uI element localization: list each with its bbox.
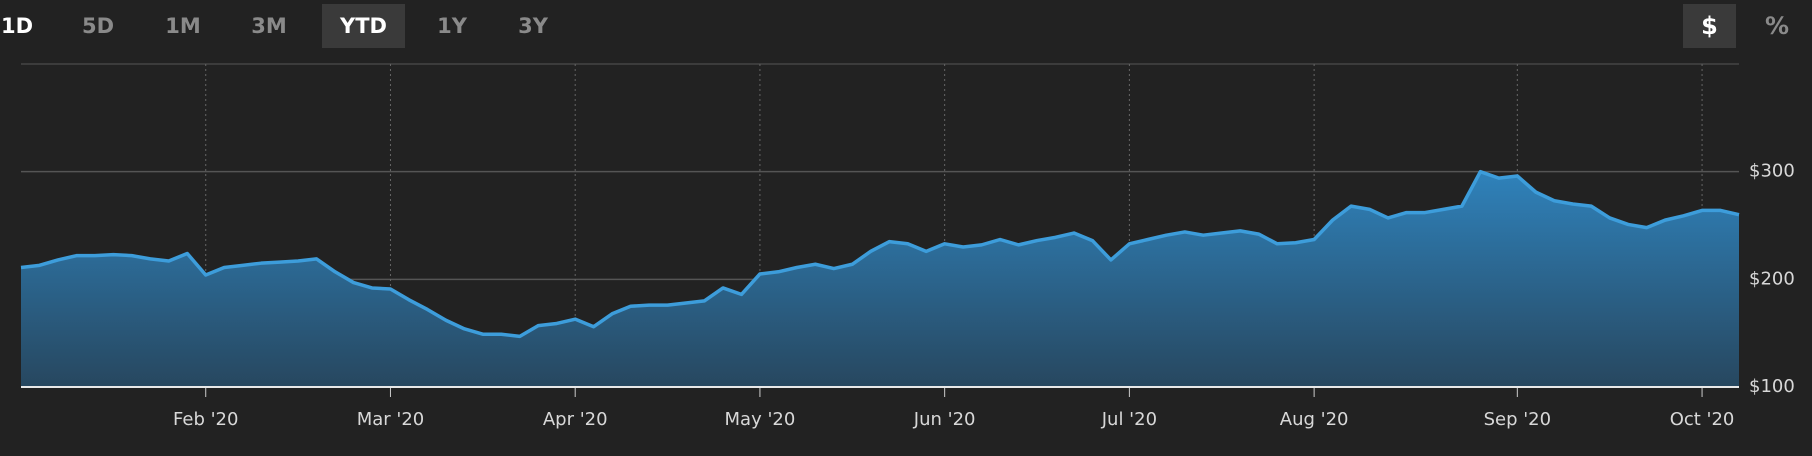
x-tick-label: Sep '20 bbox=[1484, 409, 1552, 430]
y-tick-label: $200 bbox=[1749, 268, 1795, 289]
area bbox=[21, 171, 1739, 387]
x-tick-label: Jun '20 bbox=[913, 409, 976, 430]
range-button[interactable]: 1D bbox=[0, 14, 34, 38]
x-tick-label: Oct '20 bbox=[1670, 409, 1735, 430]
x-tick-label: Mar '20 bbox=[357, 409, 425, 430]
x-tick-label: Aug '20 bbox=[1280, 409, 1349, 430]
y-tick-label: $300 bbox=[1749, 161, 1795, 182]
unit-button[interactable]: % bbox=[1764, 12, 1790, 40]
x-tick-label: Apr '20 bbox=[543, 409, 608, 430]
range-button[interactable]: 3Y bbox=[518, 14, 548, 38]
y-tick-label: $100 bbox=[1749, 376, 1795, 397]
x-tick-label: Jul '20 bbox=[1101, 409, 1157, 430]
unit-button[interactable]: $ bbox=[1683, 4, 1736, 48]
range-button[interactable]: YTD bbox=[322, 4, 405, 48]
range-button[interactable]: 5D bbox=[81, 14, 115, 38]
range-button[interactable]: 3M bbox=[251, 14, 287, 38]
range-button[interactable]: 1M bbox=[165, 14, 201, 38]
x-tick-label: May '20 bbox=[725, 409, 796, 430]
range-button[interactable]: 1Y bbox=[437, 14, 467, 38]
line bbox=[20, 169, 1740, 339]
x-tick-label: Feb '20 bbox=[173, 409, 238, 430]
